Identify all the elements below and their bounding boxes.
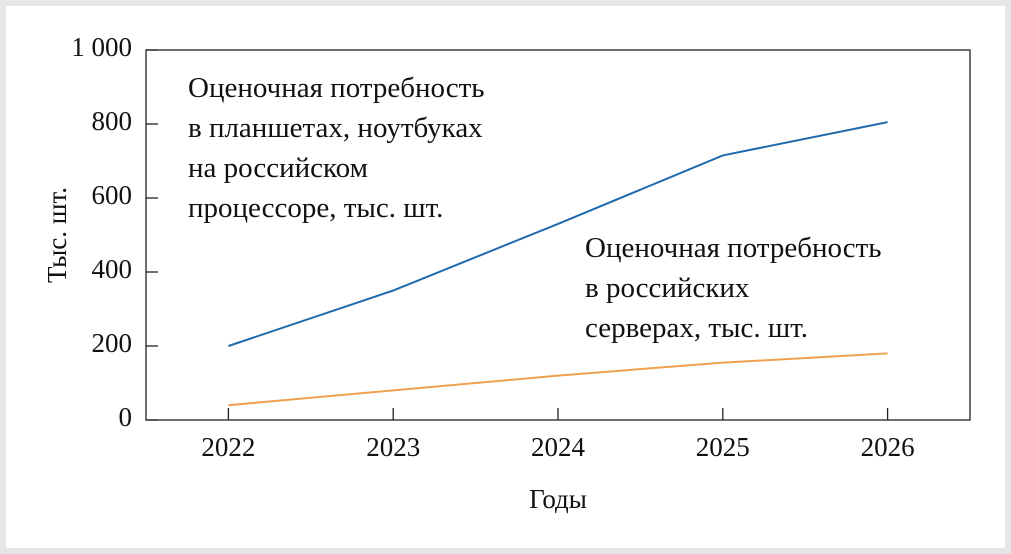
x-tick-label: 2026 xyxy=(861,432,915,462)
x-tick-label: 2023 xyxy=(366,432,420,462)
y-tick-label: 600 xyxy=(92,180,133,210)
series-annotation-box: Оценочная потребность в российских серве… xyxy=(585,232,882,344)
series-line xyxy=(228,121,888,347)
y-tick-label: 0 xyxy=(119,402,133,432)
series-annotation: Оценочная потребность в планшетах, ноутб… xyxy=(188,72,485,224)
y-tick-label: 1 000 xyxy=(71,32,132,62)
series-line xyxy=(228,352,888,407)
series-annotation: Оценочная потребность в российских серве… xyxy=(585,232,882,344)
y-tick-label: 800 xyxy=(92,106,133,136)
x-axis-label: Годы xyxy=(529,484,587,514)
series-annotation-box: Оценочная потребность в планшетах, ноутб… xyxy=(188,72,485,224)
y-tick-label: 200 xyxy=(92,328,133,358)
x-tick-label: 2024 xyxy=(531,432,586,462)
x-tick-label: 2022 xyxy=(201,432,255,462)
y-axis-label: Тыс. шт. xyxy=(42,187,72,283)
y-tick-label: 400 xyxy=(92,254,133,284)
x-tick-label: 2025 xyxy=(696,432,750,462)
